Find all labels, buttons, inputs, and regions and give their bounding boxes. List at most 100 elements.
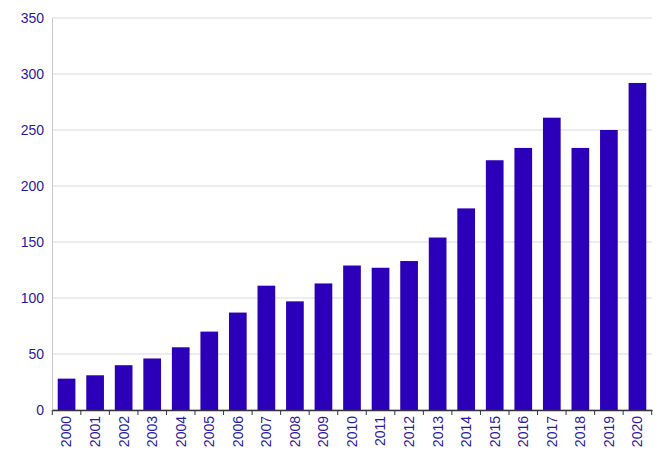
bar <box>572 148 590 410</box>
x-tick-label: 2014 <box>458 416 474 447</box>
x-tick: 2019 <box>601 410 617 447</box>
x-separator <box>508 410 509 415</box>
y-tick: 100 <box>21 290 52 306</box>
x-tick: 2003 <box>144 410 160 447</box>
grid-line <box>52 186 652 187</box>
x-separators <box>52 410 651 415</box>
x-tick: 2013 <box>430 410 446 447</box>
x-tick-label: 2015 <box>487 416 503 447</box>
x-tick-label: 2005 <box>201 416 217 447</box>
bar <box>514 148 532 410</box>
bar <box>600 130 618 410</box>
bars <box>58 83 647 410</box>
x-separator <box>137 410 138 415</box>
bar <box>343 266 361 410</box>
x-tick-label: 2019 <box>601 416 617 447</box>
bar <box>457 208 475 410</box>
grid <box>52 18 652 410</box>
bar <box>229 313 247 410</box>
x-tick: 2016 <box>515 410 531 447</box>
bar <box>143 358 161 410</box>
bar <box>172 347 190 410</box>
x-tick-label: 2009 <box>315 416 331 447</box>
x-tick: 2001 <box>87 410 103 447</box>
x-separator <box>651 410 652 415</box>
grid-line <box>52 18 652 19</box>
y-tick-label: 200 <box>21 178 45 194</box>
y-tick: 300 <box>21 66 52 82</box>
y-tick-label: 100 <box>21 290 45 306</box>
grid-line <box>52 130 652 131</box>
chart: 0501001502002503003502000200120022003200… <box>0 0 667 467</box>
x-tick-label: 2018 <box>572 416 588 447</box>
x-tick-label: 2017 <box>544 416 560 447</box>
x-separator <box>80 410 81 415</box>
x-tick: 2018 <box>572 410 588 447</box>
x-tick-label: 2006 <box>230 416 246 447</box>
x-tick-label: 2007 <box>258 416 274 447</box>
bar <box>400 261 418 410</box>
x-separator <box>280 410 281 415</box>
x-tick-label: 2013 <box>430 416 446 447</box>
x-separator <box>423 410 424 415</box>
x-tick: 2006 <box>230 410 246 447</box>
x-axis-line <box>53 410 653 412</box>
x-tick: 2010 <box>344 410 360 447</box>
x-separator <box>109 410 110 415</box>
bar <box>429 238 447 410</box>
x-tick: 2000 <box>58 410 74 447</box>
y-tick-label: 0 <box>36 402 44 418</box>
x-tick-label: 2011 <box>372 416 388 446</box>
y-tick-label: 50 <box>28 346 44 362</box>
y-tick-label: 150 <box>21 234 45 250</box>
x-tick-label: 2008 <box>287 416 303 447</box>
y-tick: 200 <box>21 178 52 194</box>
x-separator <box>451 410 452 415</box>
x-separator <box>594 410 595 415</box>
y-tick-label: 300 <box>21 66 45 82</box>
x-tick-label: 2001 <box>87 416 103 447</box>
y-tick: 250 <box>21 122 52 138</box>
x-tick-label: 2012 <box>401 416 417 447</box>
x-tick-label: 2003 <box>144 416 160 447</box>
x-separator <box>566 410 567 415</box>
bar <box>258 286 276 410</box>
x-tick: 2017 <box>544 410 560 447</box>
x-separator <box>337 410 338 415</box>
bar <box>115 365 133 410</box>
bar <box>286 301 304 410</box>
x-tick-label: 2000 <box>58 416 74 447</box>
x-separator <box>309 410 310 415</box>
x-tick: 2014 <box>458 410 474 447</box>
x-tick: 2004 <box>173 410 189 447</box>
x-separator <box>52 410 53 415</box>
x-separator <box>166 410 167 415</box>
x-separator <box>623 410 624 415</box>
y-tick: 350 <box>21 10 52 26</box>
x-separator <box>366 410 367 415</box>
x-separator <box>195 410 196 415</box>
grid-line <box>52 242 652 243</box>
y-tick-label: 250 <box>21 122 45 138</box>
bar <box>543 118 561 410</box>
x-tick: 2008 <box>287 410 303 447</box>
bar <box>315 283 333 410</box>
x-tick-label: 2010 <box>344 416 360 447</box>
x-tick: 2020 <box>629 410 645 447</box>
x-tick-label: 2016 <box>515 416 531 447</box>
y-tick: 150 <box>21 234 52 250</box>
bar <box>200 332 218 410</box>
bar <box>86 375 104 410</box>
grid-line <box>52 74 652 75</box>
x-separator <box>537 410 538 415</box>
x-axis: 2000 2001 2002 2003 2004 2005 2006 2007 2008 2009… <box>52 410 652 447</box>
x-tick: 2002 <box>116 410 132 447</box>
x-separator <box>223 410 224 415</box>
x-separator <box>252 410 253 415</box>
x-tick: 2012 <box>401 410 417 447</box>
x-tick-label: 2002 <box>116 416 132 447</box>
y-axis: 0 50 100 150 200 250 300 350 <box>21 10 53 418</box>
x-tick: 2007 <box>258 410 274 447</box>
bar <box>629 83 647 410</box>
bar <box>372 268 390 410</box>
